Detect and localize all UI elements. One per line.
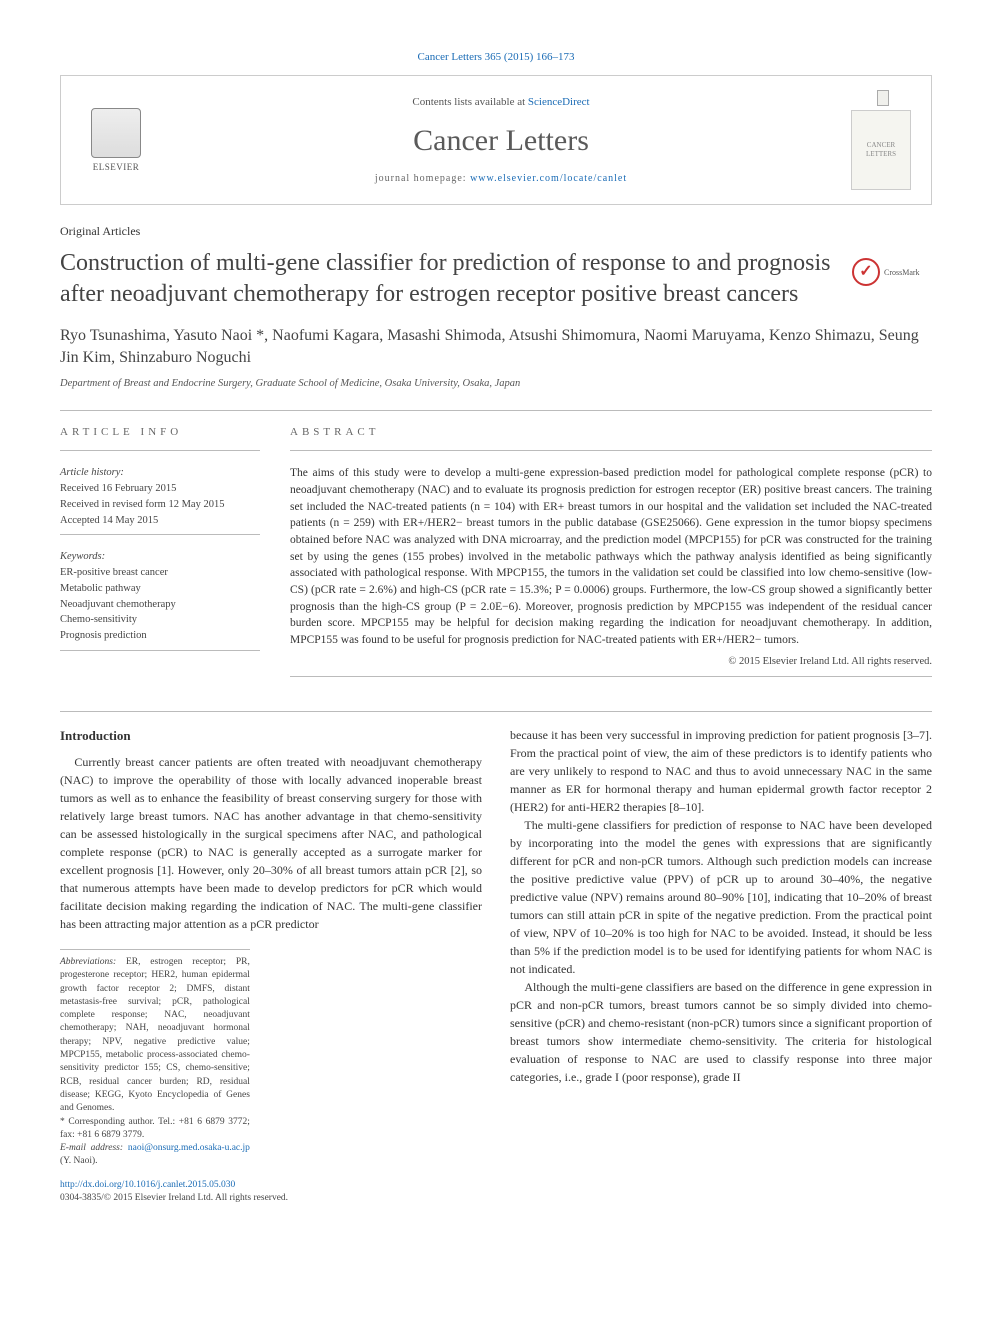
running-head-citation: Cancer Letters 365 (2015) 166–173 <box>60 50 932 65</box>
mini-cover-icon <box>877 90 889 106</box>
crossmark-badge[interactable]: ✓ CrossMark <box>852 252 932 292</box>
abstract-copyright: © 2015 Elsevier Ireland Ltd. All rights … <box>290 655 932 670</box>
doi-link[interactable]: http://dx.doi.org/10.1016/j.canlet.2015.… <box>60 1180 235 1190</box>
footnotes: Abbreviations: ER, estrogen receptor; PR… <box>60 949 250 1169</box>
contents-available-line: Contents lists available at ScienceDirec… <box>171 95 831 110</box>
keyword: Metabolic pathway <box>60 581 260 597</box>
article-info-label: ARTICLE INFO <box>60 425 260 440</box>
abbreviations-label: Abbreviations: <box>60 957 116 967</box>
keyword: Neoadjuvant chemotherapy <box>60 597 260 613</box>
introduction-heading: Introduction <box>60 726 482 746</box>
abstract-divider <box>290 676 932 677</box>
body-paragraph: because it has been very successful in i… <box>510 726 932 816</box>
info-divider <box>60 450 260 451</box>
abstract-divider <box>290 450 932 451</box>
sciencedirect-link[interactable]: ScienceDirect <box>528 96 590 108</box>
article-type: Original Articles <box>60 223 932 240</box>
publisher-logo: ELSEVIER <box>81 100 151 180</box>
body-paragraph: The multi-gene classifiers for predictio… <box>510 816 932 978</box>
keyword: ER-positive breast cancer <box>60 565 260 581</box>
article-title: Construction of multi-gene classifier fo… <box>60 248 932 310</box>
article-body: Introduction Currently breast cancer pat… <box>60 726 932 1169</box>
body-paragraph: Currently breast cancer patients are oft… <box>60 753 482 933</box>
history-label: Article history: <box>60 465 260 481</box>
journal-homepage-link[interactable]: www.elsevier.com/locate/canlet <box>470 173 627 184</box>
publisher-name: ELSEVIER <box>93 161 140 174</box>
journal-header: ELSEVIER Contents lists available at Sci… <box>60 75 932 205</box>
body-divider <box>60 711 932 712</box>
issn-copyright: 0304-3835/© 2015 Elsevier Ireland Ltd. A… <box>60 1193 288 1203</box>
journal-name: Cancer Letters <box>171 120 831 162</box>
corresponding-email-link[interactable]: naoi@onsurg.med.osaka-u.ac.jp <box>128 1143 250 1153</box>
crossmark-icon: ✓ <box>852 258 880 286</box>
abstract-label: ABSTRACT <box>290 425 932 440</box>
contents-prefix: Contents lists available at <box>412 96 527 108</box>
author-list: Ryo Tsunashima, Yasuto Naoi *, Naofumi K… <box>60 325 932 370</box>
info-divider <box>60 534 260 535</box>
keyword: Prognosis prediction <box>60 628 260 644</box>
info-divider <box>60 650 260 651</box>
elsevier-tree-icon <box>91 108 141 158</box>
abstract-text: The aims of this study were to develop a… <box>290 465 932 648</box>
keyword: Chemo-sensitivity <box>60 612 260 628</box>
email-suffix: (Y. Naoi). <box>60 1156 98 1166</box>
email-label: E-mail address: <box>60 1143 128 1153</box>
affiliation: Department of Breast and Endocrine Surge… <box>60 377 932 392</box>
corresponding-author: * Corresponding author. Tel.: +81 6 6879… <box>60 1116 250 1143</box>
abbreviations-text: ER, estrogen receptor; PR, progesterone … <box>60 957 250 1113</box>
keywords-label: Keywords: <box>60 549 260 565</box>
received-date: Received 16 February 2015 <box>60 481 260 497</box>
accepted-date: Accepted 14 May 2015 <box>60 513 260 529</box>
revised-date: Received in revised form 12 May 2015 <box>60 497 260 513</box>
homepage-prefix: journal homepage: <box>375 173 470 184</box>
crossmark-label: CrossMark <box>884 267 920 278</box>
section-divider <box>60 410 932 411</box>
homepage-line: journal homepage: www.elsevier.com/locat… <box>171 172 831 186</box>
journal-cover-thumbnail: CANCER LETTERS <box>851 110 911 190</box>
body-paragraph: Although the multi-gene classifiers are … <box>510 978 932 1086</box>
page-footer: http://dx.doi.org/10.1016/j.canlet.2015.… <box>60 1179 932 1206</box>
